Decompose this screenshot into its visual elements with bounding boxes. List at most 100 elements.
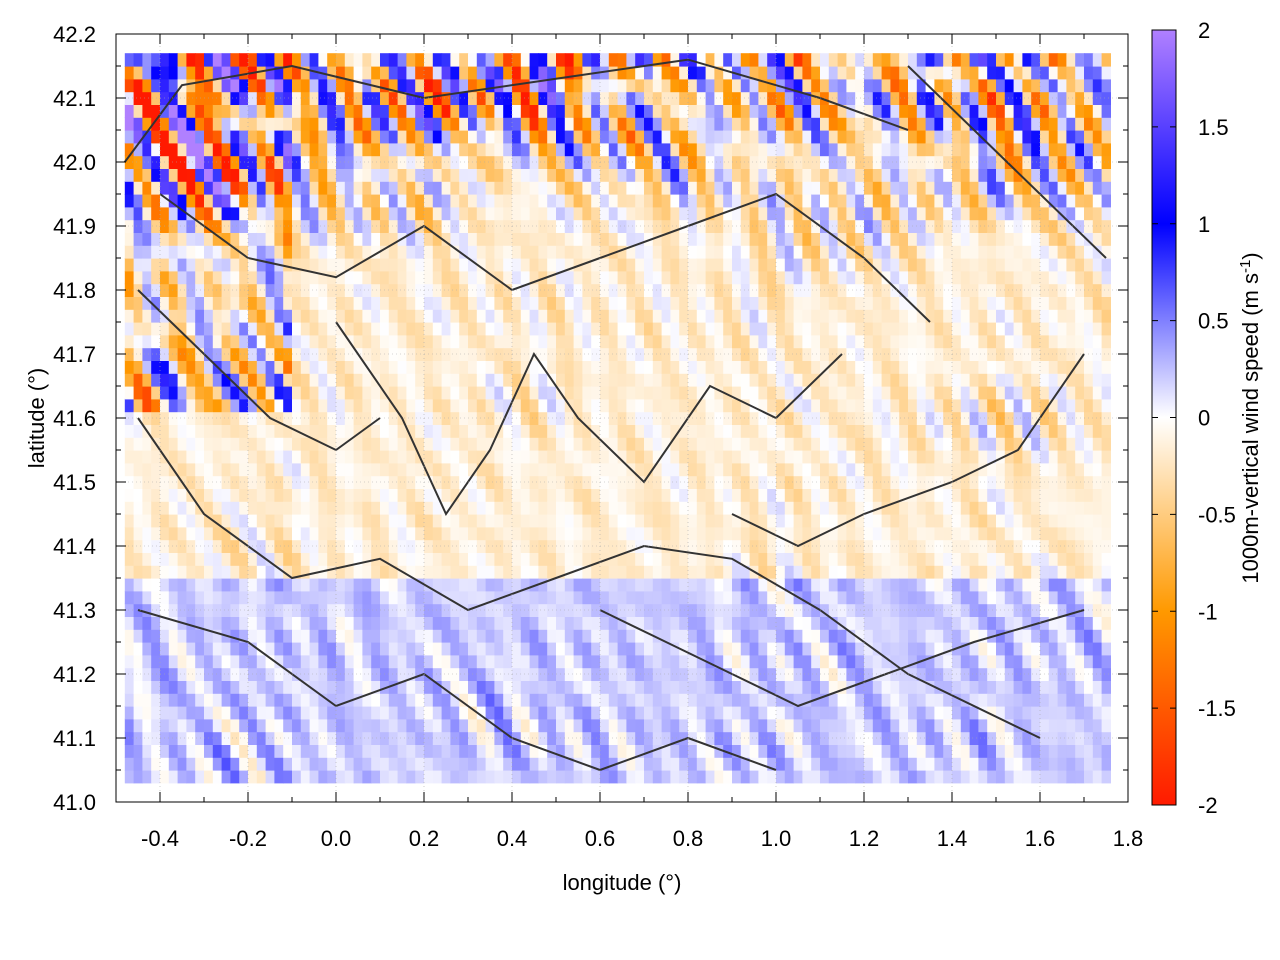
heatmap-cell — [661, 475, 671, 489]
heatmap-cell — [212, 488, 223, 502]
heatmap-cell — [265, 283, 275, 297]
heatmap-cell — [239, 219, 249, 233]
heatmap-cell — [608, 450, 619, 464]
heatmap-cell — [415, 539, 425, 553]
heatmap-cell — [767, 168, 777, 182]
heatmap-cell — [353, 578, 363, 592]
heatmap-cell — [494, 718, 504, 733]
heatmap-cell — [168, 424, 179, 438]
heatmap-cell — [476, 91, 487, 105]
heatmap-cell — [397, 117, 407, 131]
heatmap-cell — [714, 283, 724, 297]
heatmap-cell — [600, 232, 610, 246]
heatmap-cell — [212, 168, 223, 182]
heatmap-cell — [248, 680, 258, 694]
heatmap-cell — [617, 386, 627, 400]
heatmap-cell — [309, 104, 319, 118]
heatmap-cell — [512, 245, 522, 259]
heatmap-cell — [450, 245, 460, 259]
heatmap-cell — [670, 398, 680, 413]
heatmap-cell — [591, 219, 601, 233]
heatmap-cell — [749, 283, 759, 297]
heatmap-cell — [151, 411, 161, 425]
heatmap-cell — [494, 578, 504, 592]
heatmap-cell — [811, 488, 821, 502]
heatmap-cell — [450, 309, 460, 323]
heatmap-cell — [767, 66, 777, 80]
heatmap-cell — [265, 654, 275, 669]
heatmap-cell — [450, 258, 460, 272]
heatmap-cell — [767, 334, 777, 349]
heatmap-cell — [371, 181, 381, 195]
heatmap-cell — [732, 296, 742, 310]
heatmap-cell — [520, 667, 531, 681]
heatmap-cell — [441, 258, 451, 272]
heatmap-cell — [573, 398, 583, 413]
heatmap-cell — [336, 654, 346, 669]
heatmap-cell — [872, 565, 883, 579]
heatmap-cell — [274, 411, 284, 425]
heatmap-cell — [617, 642, 627, 656]
heatmap-cell — [248, 770, 258, 784]
heatmap-cell — [582, 654, 592, 669]
heatmap-cell — [714, 578, 724, 592]
heatmap-cell — [617, 616, 627, 630]
heatmap-cell — [283, 104, 293, 118]
heatmap-cell — [186, 590, 196, 605]
heatmap-cell — [362, 514, 372, 528]
heatmap-cell — [705, 424, 715, 438]
heatmap-cell — [890, 347, 900, 361]
heatmap-cell — [133, 642, 143, 656]
heatmap-cell — [564, 629, 575, 643]
heatmap-cell — [749, 616, 759, 630]
heatmap-cell — [476, 450, 487, 464]
heatmap-cell — [520, 475, 531, 489]
heatmap-cell — [679, 501, 689, 515]
heatmap-cell — [670, 53, 680, 67]
heatmap-cell — [670, 245, 680, 259]
heatmap-cell — [380, 360, 390, 374]
heatmap-cell — [556, 334, 566, 349]
heatmap-cell — [274, 718, 284, 733]
heatmap-cell — [186, 232, 196, 246]
heatmap-cell — [617, 117, 627, 131]
heatmap-cell — [617, 744, 627, 758]
heatmap-cell — [485, 309, 495, 323]
heatmap-cell — [494, 270, 504, 285]
heatmap-cell — [705, 347, 715, 361]
heatmap-cell — [336, 142, 346, 157]
heatmap-cell — [512, 360, 522, 374]
heatmap-cell — [380, 296, 390, 310]
heatmap-cell — [749, 130, 759, 144]
heatmap-cell — [336, 206, 346, 221]
heatmap-cell — [133, 373, 143, 387]
heatmap-cell — [776, 206, 786, 221]
heatmap-cell — [881, 206, 891, 221]
heatmap-cell — [652, 66, 663, 80]
heatmap-cell — [793, 552, 803, 566]
heatmap-cell — [327, 360, 337, 374]
heatmap-cell — [336, 117, 346, 131]
heatmap-cell — [608, 501, 619, 515]
heatmap-cell — [168, 552, 179, 566]
heatmap-cell — [265, 104, 275, 118]
heatmap-cell — [327, 616, 337, 630]
heatmap-cell — [688, 66, 698, 80]
heatmap-cell — [124, 334, 135, 349]
heatmap-cell — [432, 130, 443, 144]
heatmap-cell — [661, 718, 671, 733]
heatmap-cell — [758, 194, 768, 208]
heatmap-cell — [881, 130, 891, 144]
heatmap-cell — [459, 194, 469, 208]
heatmap-cell — [608, 603, 619, 617]
heatmap-cell — [696, 693, 707, 707]
heatmap-cell — [591, 718, 601, 733]
heatmap-cell — [142, 104, 152, 118]
heatmap-cell — [177, 232, 187, 246]
heatmap-cell — [388, 603, 399, 617]
heatmap-cell — [573, 334, 583, 349]
heatmap-cell — [424, 334, 434, 349]
heatmap-cell — [309, 398, 319, 413]
heatmap-cell — [177, 142, 187, 157]
heatmap-cell — [828, 91, 839, 105]
